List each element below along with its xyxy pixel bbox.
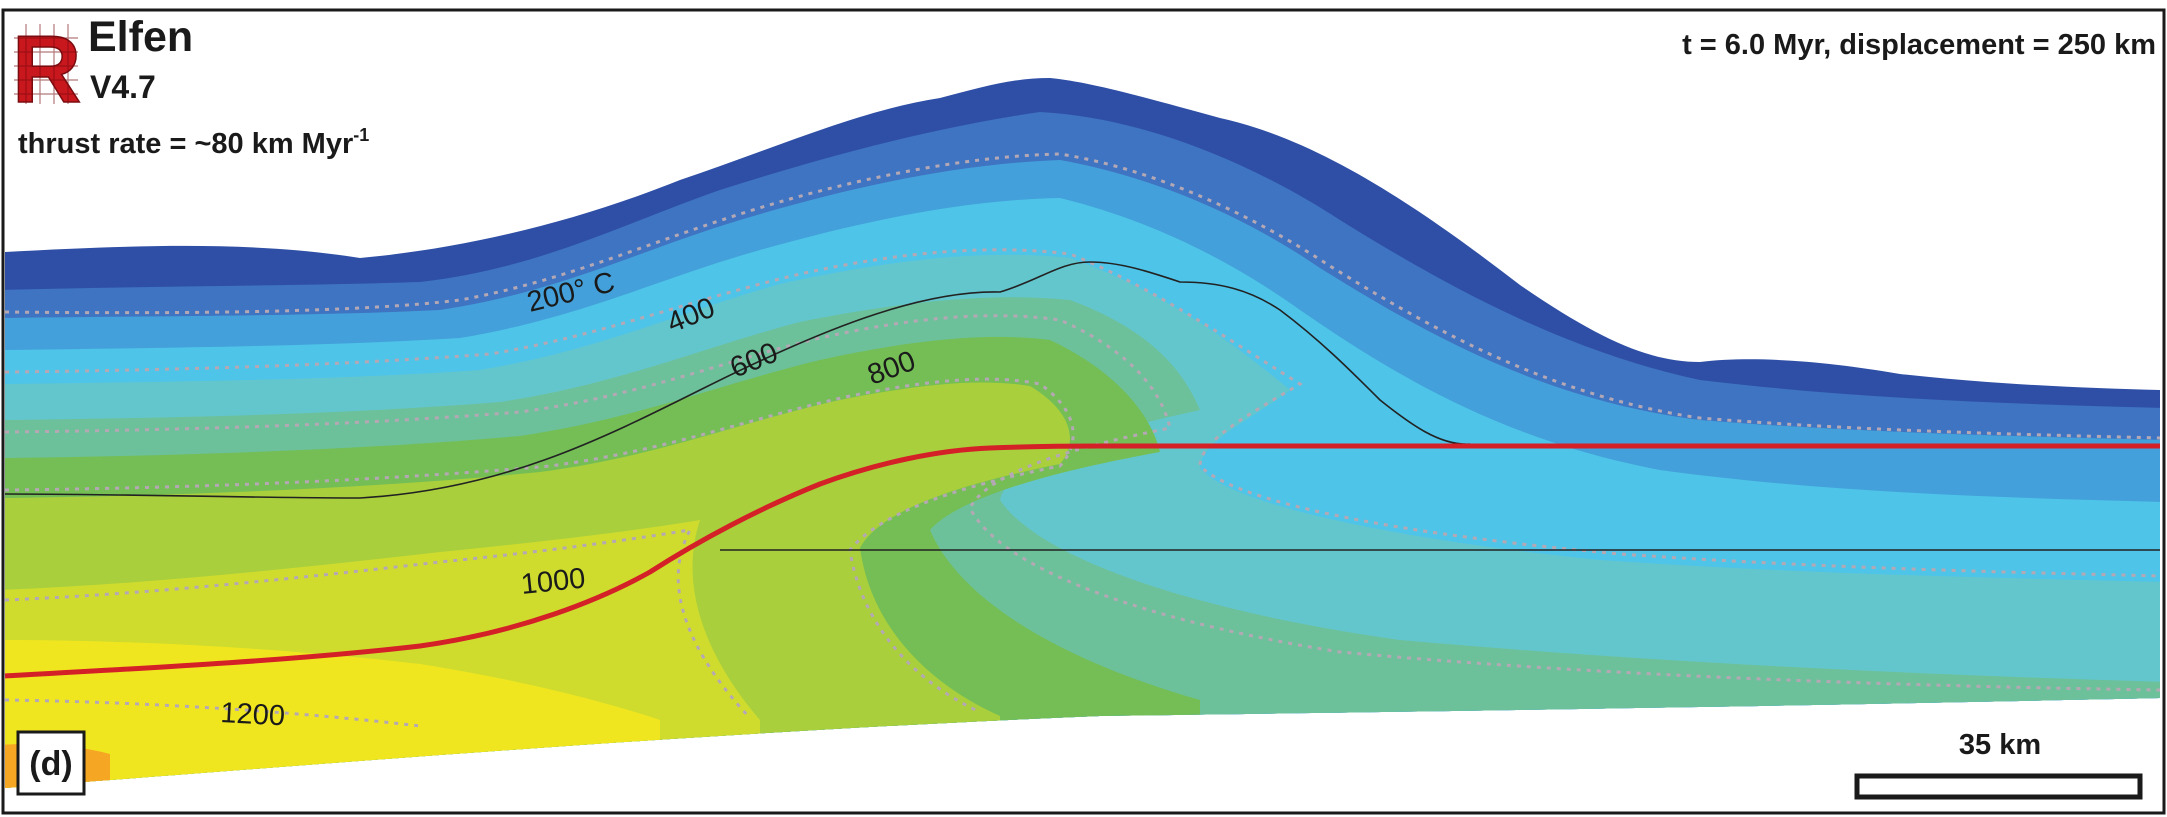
thrust-rate-text: thrust rate = ~80 km Myr (18, 128, 353, 160)
isotherm-1000 (4, 528, 752, 720)
scale-bar-label: 35 km (1959, 729, 2041, 761)
panel-label: (d) (29, 745, 72, 783)
isotherm-200 (4, 152, 2161, 440)
isotherm-label-1000: 1000 (519, 562, 587, 601)
thrust-fault (4, 443, 2160, 679)
logo-r-icon: R (12, 16, 81, 123)
logo-version: V4.7 (90, 69, 156, 105)
thrust-rate-exponent: -1 (353, 125, 369, 145)
logo-name: Elfen (88, 13, 193, 61)
upper-deformed-horizon (4, 261, 1471, 499)
elfen-logo: R Elfen V4.7 (11, 13, 193, 124)
thrust-rate-label: thrust rate = ~80 km Myr-1 (18, 125, 369, 160)
time-displacement-label: t = 6.0 Myr, displacement = 250 km (1682, 29, 2156, 61)
scale-bar (1854, 773, 2143, 800)
logo-grid-icon (14, 24, 78, 104)
reference-lines (4, 261, 2160, 551)
panel-label-box (16, 730, 86, 796)
isotherm-label-1200: 1200 (220, 697, 286, 732)
isotherm-600 (4, 314, 2161, 692)
